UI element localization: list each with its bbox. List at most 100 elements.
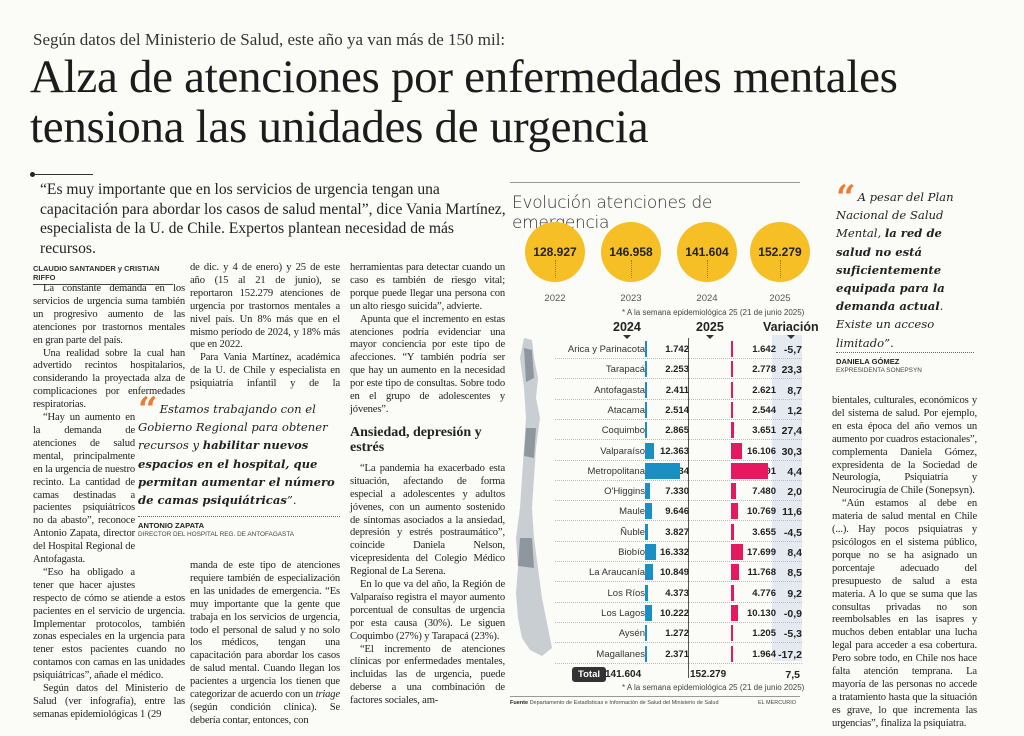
paragraph: Una realidad sobre la cual han advertido… bbox=[33, 347, 185, 411]
pullquote-zapata: “Estamos trabajando con el Gobierno Regi… bbox=[138, 393, 338, 509]
bar-2025 bbox=[731, 381, 733, 398]
total-variation: 7,5 bbox=[785, 669, 800, 681]
region-name: O'Higgins bbox=[604, 486, 645, 498]
table-row: Maule 9.646 10.769 11,6 bbox=[555, 501, 802, 522]
value-2024: 2.371 bbox=[665, 648, 689, 660]
variation-value: 8,4 bbox=[787, 547, 802, 559]
column-divider bbox=[688, 338, 689, 678]
table-row: Atacama 2.514 2.544 1,2 bbox=[555, 400, 802, 420]
paragraph: La constante demanda en los servicios de… bbox=[33, 283, 185, 346]
value-2024: 12.363 bbox=[659, 445, 689, 457]
bar-2025 bbox=[731, 442, 743, 459]
bar-2025 bbox=[731, 462, 768, 479]
bar-2025 bbox=[731, 503, 739, 520]
value-2025: 3.651 bbox=[752, 425, 776, 437]
pullquote-gomez: “A pesar del Plan Nacional de Salud Ment… bbox=[836, 181, 978, 352]
year-label: 2023 bbox=[620, 293, 642, 304]
table-row: Biobío 16.332 17.699 8,4 bbox=[555, 542, 802, 562]
article-column-1: La constante demanda en los servicios de… bbox=[33, 283, 185, 722]
leader-line bbox=[631, 260, 632, 278]
paragraph: En lo que va del año, la Región de Valpa… bbox=[350, 579, 505, 642]
quote-text: Estamos trabajando con el Gobierno Regio… bbox=[138, 402, 328, 453]
table-row: Tarapacá 2.253 2.778 23,3 bbox=[555, 359, 802, 380]
bar-2024 bbox=[645, 381, 647, 398]
region-name: Atacama bbox=[607, 404, 646, 416]
value-2024: 3.827 bbox=[665, 526, 689, 538]
leader-line bbox=[707, 260, 708, 278]
value-2024: 1.742 bbox=[665, 344, 689, 355]
region-name: Maule bbox=[619, 506, 645, 518]
value-2024: 2.514 bbox=[665, 404, 689, 416]
paragraph: Para Vania Martínez, académica de la U. … bbox=[190, 352, 340, 392]
deck-bullet bbox=[30, 172, 35, 177]
variation-value: 4,4 bbox=[787, 465, 802, 478]
bar-2025 bbox=[731, 483, 737, 500]
leader-line bbox=[555, 260, 556, 278]
variation-value: -17,2 bbox=[778, 648, 802, 661]
quote-author-name: ANTONIO ZAPATA bbox=[138, 521, 205, 530]
bar-2024 bbox=[645, 483, 651, 500]
bar-2025 bbox=[731, 341, 733, 357]
quote-text: . Existe un acceso limitado”. bbox=[836, 299, 944, 350]
variation-value: 30,3 bbox=[781, 445, 802, 458]
bar-2025 bbox=[731, 645, 733, 662]
paragraph: Según datos del Ministerio de Salud (ver… bbox=[33, 683, 185, 720]
headline: Alza de atenciones por enfermedades ment… bbox=[30, 51, 898, 153]
paragraph: manda de este tipo de atenciones requier… bbox=[190, 560, 340, 728]
infographic-bottom-rule bbox=[510, 696, 800, 697]
variation-value: 2,0 bbox=[787, 486, 802, 499]
value-2025: 17.699 bbox=[746, 547, 776, 558]
bar-2024 bbox=[645, 503, 652, 520]
value-2025: 16.106 bbox=[746, 445, 776, 457]
variation-value: 27,4 bbox=[781, 425, 802, 438]
value-2024: 16.332 bbox=[659, 547, 689, 558]
source-label: Fuente bbox=[510, 700, 529, 706]
variation-column-background bbox=[772, 335, 802, 661]
variation-value: 8,5 bbox=[787, 567, 802, 580]
quote-text-bold: la red de salud no está suficientemente … bbox=[836, 226, 945, 314]
value-2025: 2.621 bbox=[752, 384, 776, 396]
header-label: 2024 bbox=[613, 320, 641, 334]
bar-2024 bbox=[645, 584, 649, 601]
bar-2024 bbox=[645, 442, 654, 459]
article-column-2-top: de dic. y 4 de enero) y 25 de este año (… bbox=[190, 262, 340, 392]
article-column-3: herramientas para detectar cuando un cas… bbox=[350, 262, 505, 708]
value-2025: 4.776 bbox=[752, 587, 776, 599]
paragraph: Apunta que el incremento en estas atenci… bbox=[350, 313, 505, 415]
bar-2025 bbox=[731, 584, 735, 601]
kicker: Según datos del Ministerio de Salud, est… bbox=[33, 30, 506, 49]
region-name: Valparaíso bbox=[600, 445, 645, 457]
quote-author-role: DIRECTOR DEL HOSPITAL REG. DE ANTOFAGAST… bbox=[138, 531, 295, 538]
value-2024: 7.330 bbox=[665, 486, 689, 498]
variation-value: 11,6 bbox=[782, 506, 802, 519]
variation-value: -4,5 bbox=[783, 526, 802, 539]
paragraph: “El incremento de atenciones clínicas po… bbox=[350, 643, 505, 707]
bar-2024 bbox=[645, 564, 653, 581]
region-name: Ñuble bbox=[620, 526, 645, 538]
bar-2025 bbox=[731, 422, 734, 439]
article-column-4: bientales, culturales, económicos y del … bbox=[832, 395, 977, 731]
total-2025: 152.279 bbox=[690, 669, 727, 680]
bar-2024 bbox=[645, 625, 647, 642]
table-row: Magallanes 2.371 1.964 -17,2 bbox=[555, 644, 802, 664]
value-2024: 10.222 bbox=[659, 607, 689, 619]
caret-down-icon bbox=[622, 335, 631, 339]
paragraph: “Eso ha obligado a tener que hacer ajust… bbox=[33, 566, 185, 682]
bar-2025 bbox=[731, 361, 733, 378]
value-2024: 2.865 bbox=[665, 425, 689, 437]
paragraph: de dic. y 4 de enero) y 25 de este año (… bbox=[190, 262, 340, 351]
quote-author-role: EXPRESIDENTA SONEPSYN bbox=[836, 367, 922, 374]
bar-2024 bbox=[645, 645, 647, 662]
value-2025: 7.480 bbox=[752, 486, 776, 498]
region-name: Antofagasta bbox=[594, 384, 645, 396]
variation-value: -5,7 bbox=[783, 344, 802, 356]
variation-value: -0,9 bbox=[783, 607, 802, 620]
variation-value: -5,3 bbox=[783, 628, 802, 641]
region-name: Coquimbo bbox=[601, 425, 645, 437]
region-name: Arica y Parinacota bbox=[567, 344, 645, 355]
footnote: * A la semana epidemiológica 25 (21 de j… bbox=[622, 308, 805, 317]
bar-2024 bbox=[645, 523, 648, 540]
italic-term: triage bbox=[315, 689, 341, 701]
region-name: Los Ríos bbox=[607, 587, 646, 599]
table-row: Los Lagos 10.222 10.130 -0,9 bbox=[555, 603, 802, 623]
